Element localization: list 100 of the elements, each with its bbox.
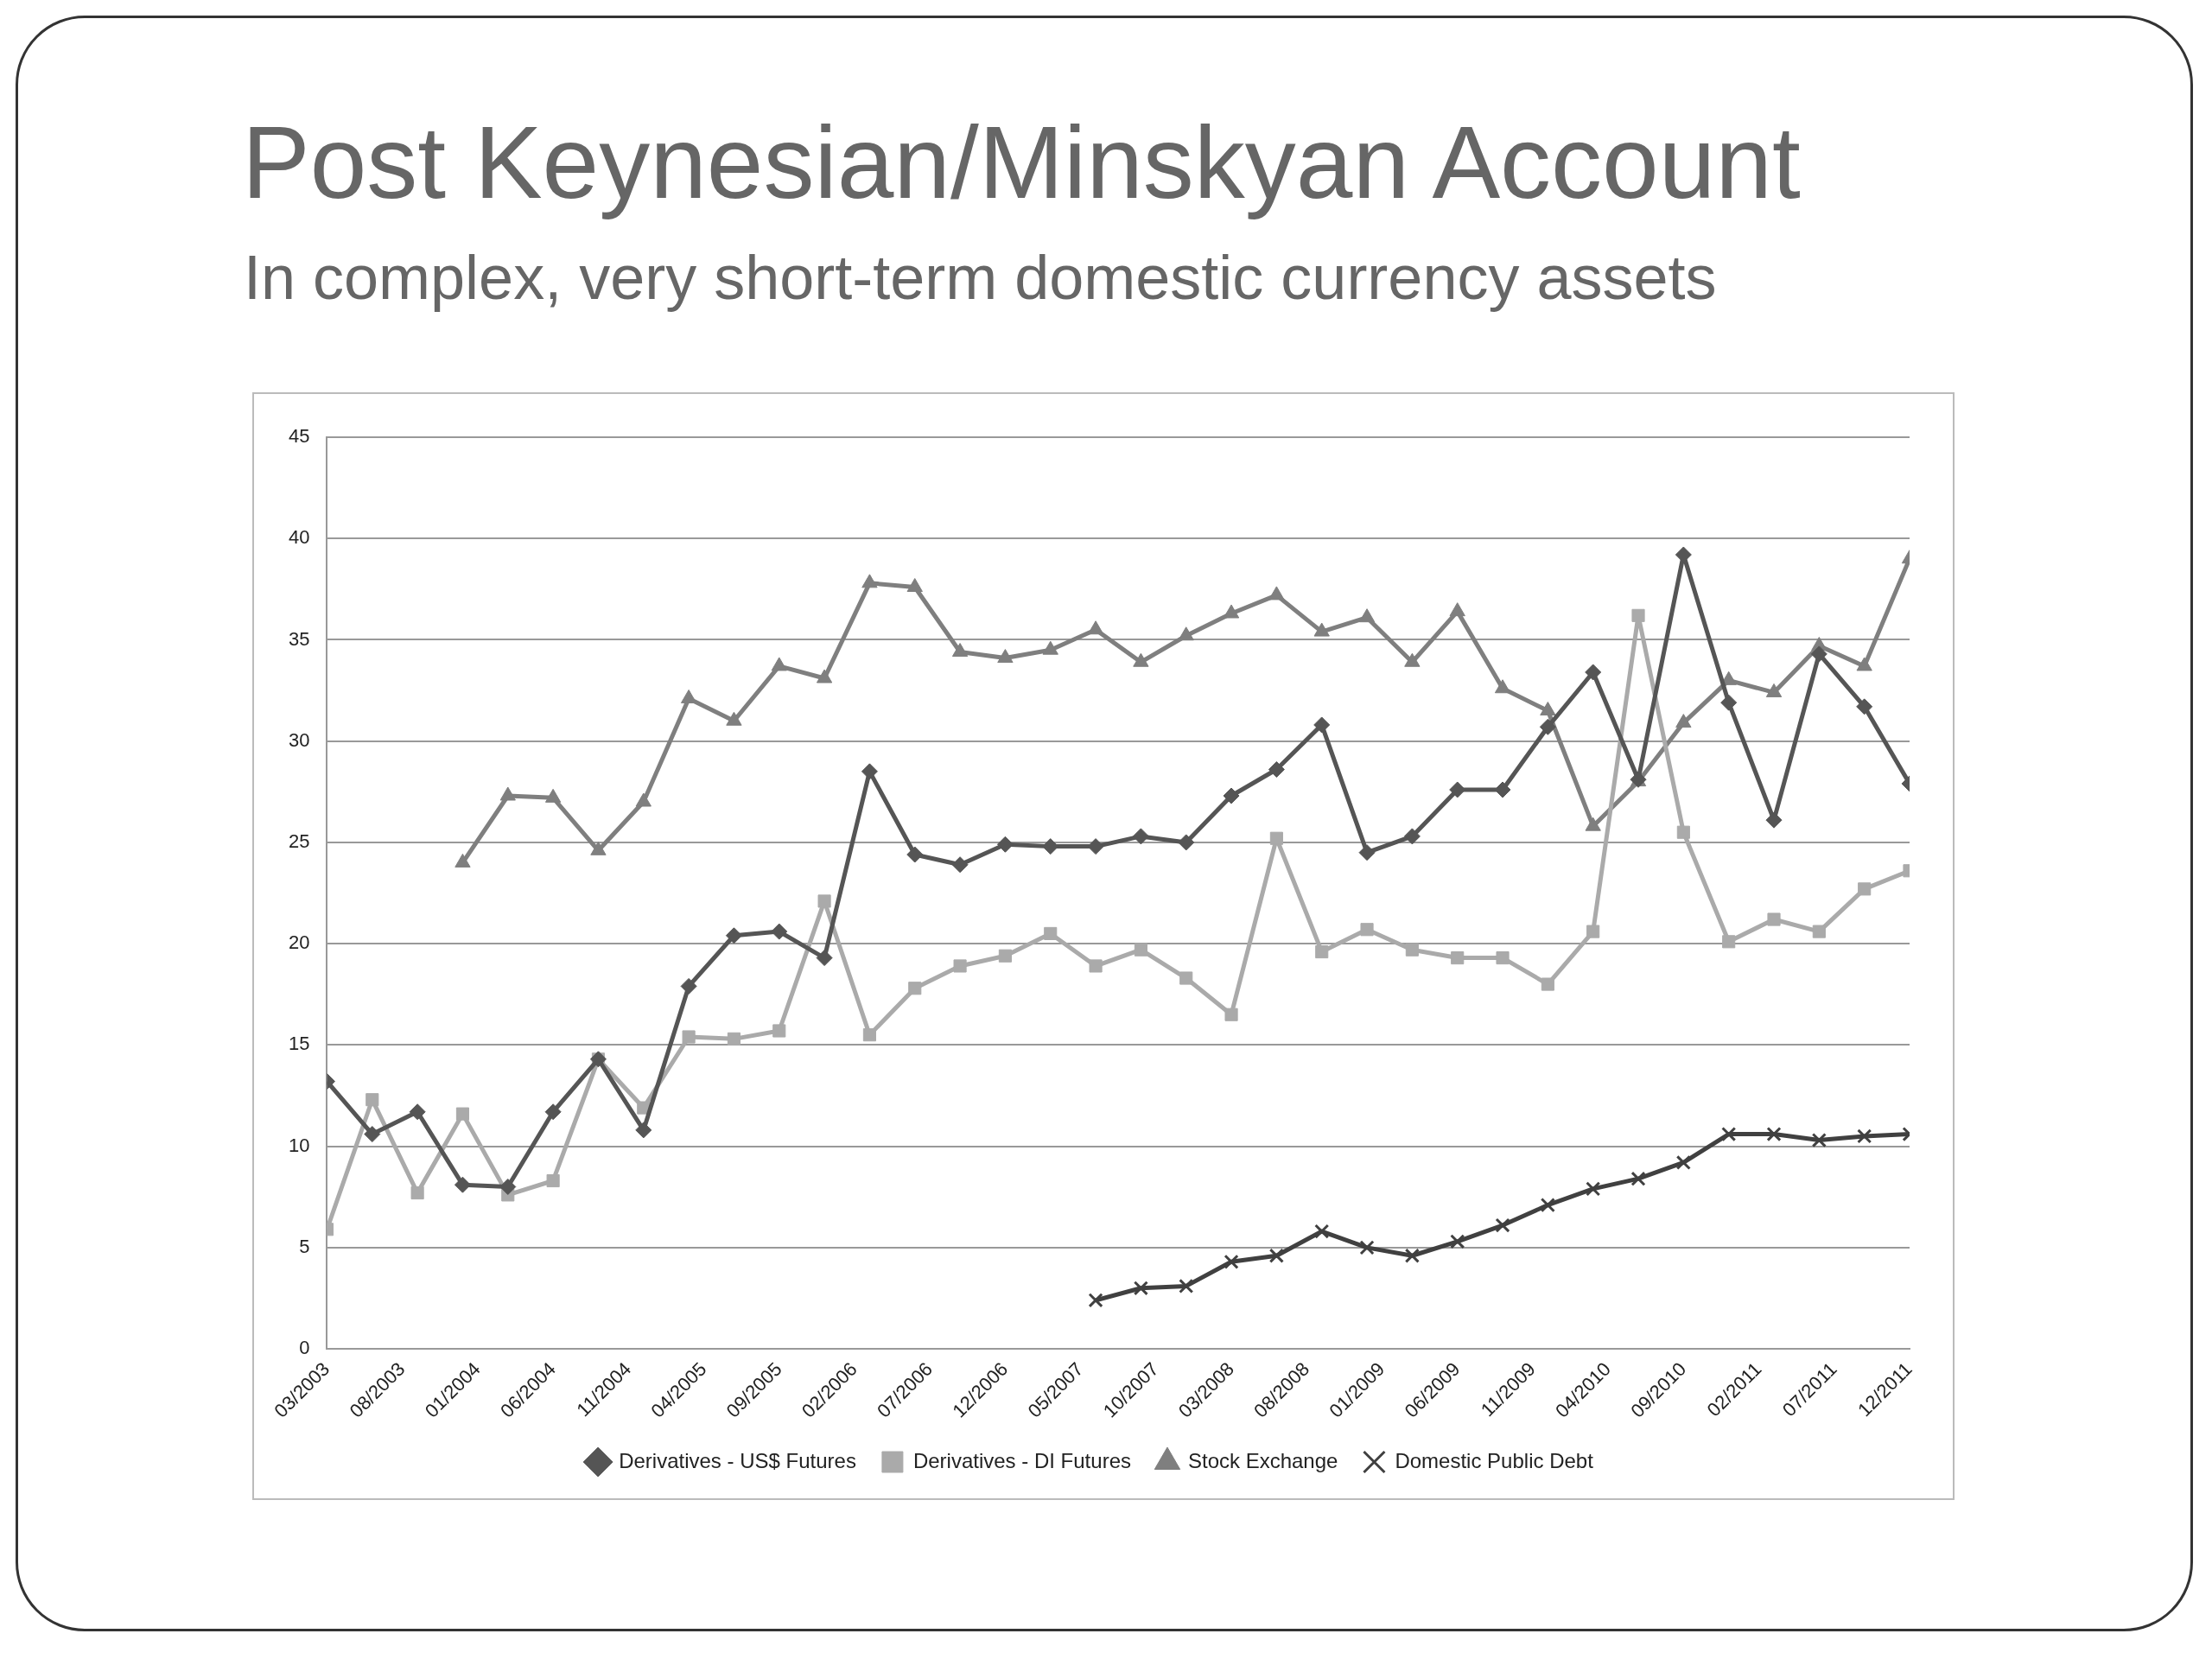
- point: [1042, 640, 1058, 655]
- point: [1766, 1126, 1782, 1142]
- point: [816, 950, 833, 967]
- point: [1405, 943, 1419, 957]
- point: [1765, 683, 1783, 697]
- point: [455, 1107, 470, 1121]
- point: [544, 788, 562, 803]
- point: [1313, 716, 1331, 734]
- point: [1540, 702, 1556, 716]
- point: [546, 1173, 560, 1188]
- point: [998, 949, 1012, 963]
- point: [1720, 671, 1737, 685]
- point: [1858, 882, 1872, 896]
- point: [951, 643, 969, 658]
- point: [1449, 602, 1465, 617]
- point: [1359, 1240, 1375, 1255]
- point: [1268, 1248, 1284, 1263]
- point: [1722, 935, 1736, 949]
- point: [1449, 781, 1466, 798]
- point: [1630, 1171, 1646, 1186]
- point: [1268, 586, 1285, 601]
- point: [1586, 925, 1600, 938]
- point: [1586, 1181, 1601, 1197]
- point: [1494, 781, 1511, 798]
- point: [1856, 698, 1873, 715]
- point: [1042, 838, 1059, 855]
- point: [726, 711, 742, 726]
- point: [1631, 608, 1645, 622]
- point: [996, 836, 1014, 853]
- legend-label: Derivatives - US$ Futures: [619, 1448, 856, 1472]
- point: [1223, 787, 1240, 804]
- y-tick-label: 30: [288, 728, 310, 751]
- point: [817, 894, 831, 908]
- point: [1314, 1224, 1330, 1239]
- legend-label: Stock Exchange: [1187, 1448, 1338, 1472]
- point: [1495, 1217, 1510, 1233]
- point: [1765, 811, 1783, 829]
- y-tick-label: 0: [299, 1337, 310, 1359]
- point: [1358, 844, 1376, 861]
- point: [1179, 1278, 1194, 1294]
- point: [682, 1030, 696, 1044]
- y-tick-label: 5: [299, 1235, 310, 1257]
- point: [861, 574, 878, 588]
- point: [1089, 959, 1103, 973]
- point: [1044, 926, 1058, 941]
- point: [862, 1028, 876, 1042]
- point: [1720, 694, 1738, 711]
- legend-label: Derivatives - DI Futures: [912, 1448, 1131, 1472]
- point: [1404, 652, 1421, 667]
- point: [1087, 838, 1104, 855]
- y-tick-label: 20: [288, 931, 310, 954]
- point: [1496, 951, 1510, 965]
- point: [997, 649, 1014, 664]
- point: [1857, 1128, 1872, 1144]
- point: [1856, 657, 1872, 671]
- point: [1675, 1154, 1691, 1170]
- point: [1676, 825, 1690, 839]
- point: [771, 923, 788, 940]
- point: [1088, 1293, 1103, 1308]
- point: [1224, 1254, 1239, 1269]
- point: [1133, 652, 1149, 667]
- point: [1403, 828, 1421, 845]
- point: [1450, 1234, 1465, 1249]
- point: [1540, 1198, 1555, 1213]
- point: [1269, 831, 1283, 845]
- point: [1721, 1126, 1737, 1142]
- point: [680, 689, 697, 703]
- chart-title: Post Keynesian/Minskyan Account: [242, 105, 1801, 221]
- point: [409, 1103, 426, 1121]
- point: [410, 1185, 424, 1200]
- y-tick-label: 15: [288, 1033, 310, 1055]
- point: [1451, 951, 1465, 965]
- point: [635, 1122, 652, 1139]
- point: [365, 1093, 379, 1107]
- point: [1675, 714, 1692, 728]
- point: [1132, 828, 1149, 845]
- point: [1541, 977, 1554, 991]
- point: [1133, 1281, 1148, 1296]
- point: [861, 763, 878, 780]
- chart-subtitle: In complex, very short-term domestic currency assets: [244, 242, 1717, 313]
- point: [1179, 971, 1193, 985]
- point: [1404, 1248, 1420, 1263]
- point: [680, 977, 697, 995]
- point: [1087, 620, 1104, 635]
- point: [771, 657, 787, 671]
- legend-label: Domestic Public Debt: [1395, 1448, 1594, 1472]
- point: [1811, 1133, 1827, 1148]
- point: [1224, 1007, 1238, 1021]
- point: [953, 959, 967, 973]
- point: [772, 1024, 786, 1038]
- point: [1585, 817, 1601, 831]
- y-tick-label: 40: [288, 526, 310, 549]
- point: [364, 1126, 381, 1143]
- point: [499, 786, 516, 801]
- point: [1358, 608, 1376, 623]
- point: [1494, 679, 1511, 694]
- point: [1313, 622, 1330, 637]
- point: [1223, 604, 1240, 619]
- point: [635, 792, 652, 807]
- point: [544, 1103, 562, 1121]
